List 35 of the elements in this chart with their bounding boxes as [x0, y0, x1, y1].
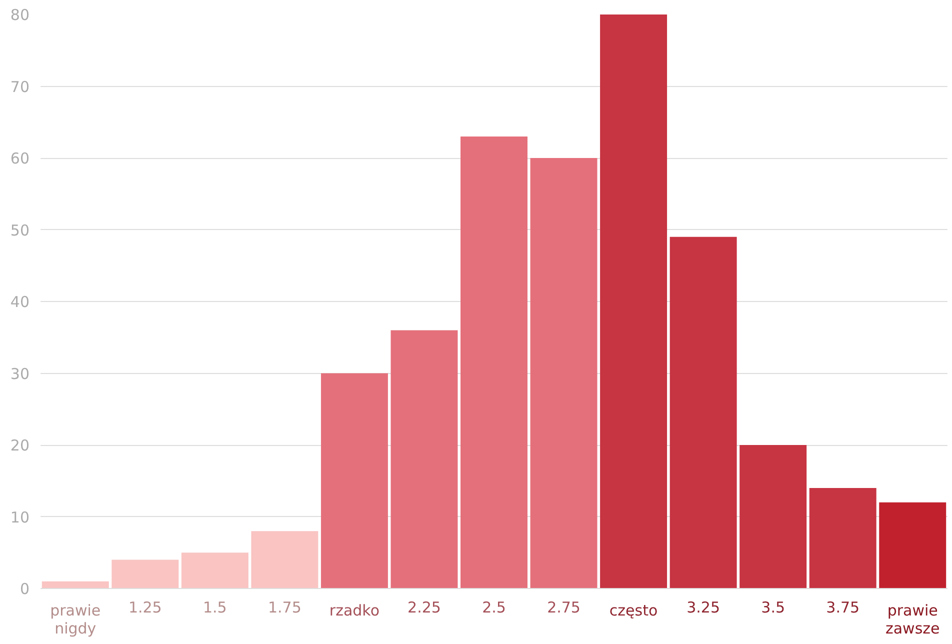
y-tick-label: 40 [10, 293, 30, 311]
bar [390, 330, 458, 588]
bar [42, 581, 109, 588]
bar [879, 502, 946, 588]
x-tick-label: rzadko [329, 602, 380, 620]
x-tick-label: 3.25 [686, 598, 720, 616]
bar [600, 14, 668, 588]
x-tick-label: 3.75 [826, 598, 860, 616]
x-tick-label: prawie zawsze [885, 602, 940, 638]
x-tick-label: 2.75 [547, 598, 580, 616]
y-tick-label: 30 [10, 364, 30, 383]
y-tick-label: 10 [10, 508, 30, 526]
x-tick-label: 1.25 [128, 598, 162, 616]
y-tick-label: 0 [20, 580, 30, 598]
y-tick-label: 20 [10, 436, 30, 454]
y-tick-label: 50 [10, 221, 30, 240]
bar [320, 373, 388, 588]
bar [530, 158, 598, 588]
x-tick-label: 2.5 [482, 598, 506, 616]
bar [670, 236, 737, 588]
bar [809, 488, 876, 588]
x-tick-label: często [609, 602, 658, 620]
y-tick-label: 80 [10, 6, 30, 24]
x-tick-label: prawie nigdy [50, 602, 101, 638]
x-tick-label: 1.75 [268, 598, 302, 616]
x-tick-label: 3.5 [761, 598, 786, 616]
y-tick-label: 60 [10, 150, 30, 168]
bar [112, 560, 179, 588]
bar [181, 552, 248, 588]
x-tick-label: 2.25 [408, 598, 441, 616]
bar [740, 445, 807, 588]
y-tick-label: 70 [10, 78, 30, 96]
x-tick-label: 1.5 [202, 598, 227, 616]
bar [251, 531, 318, 588]
bar [460, 136, 528, 588]
